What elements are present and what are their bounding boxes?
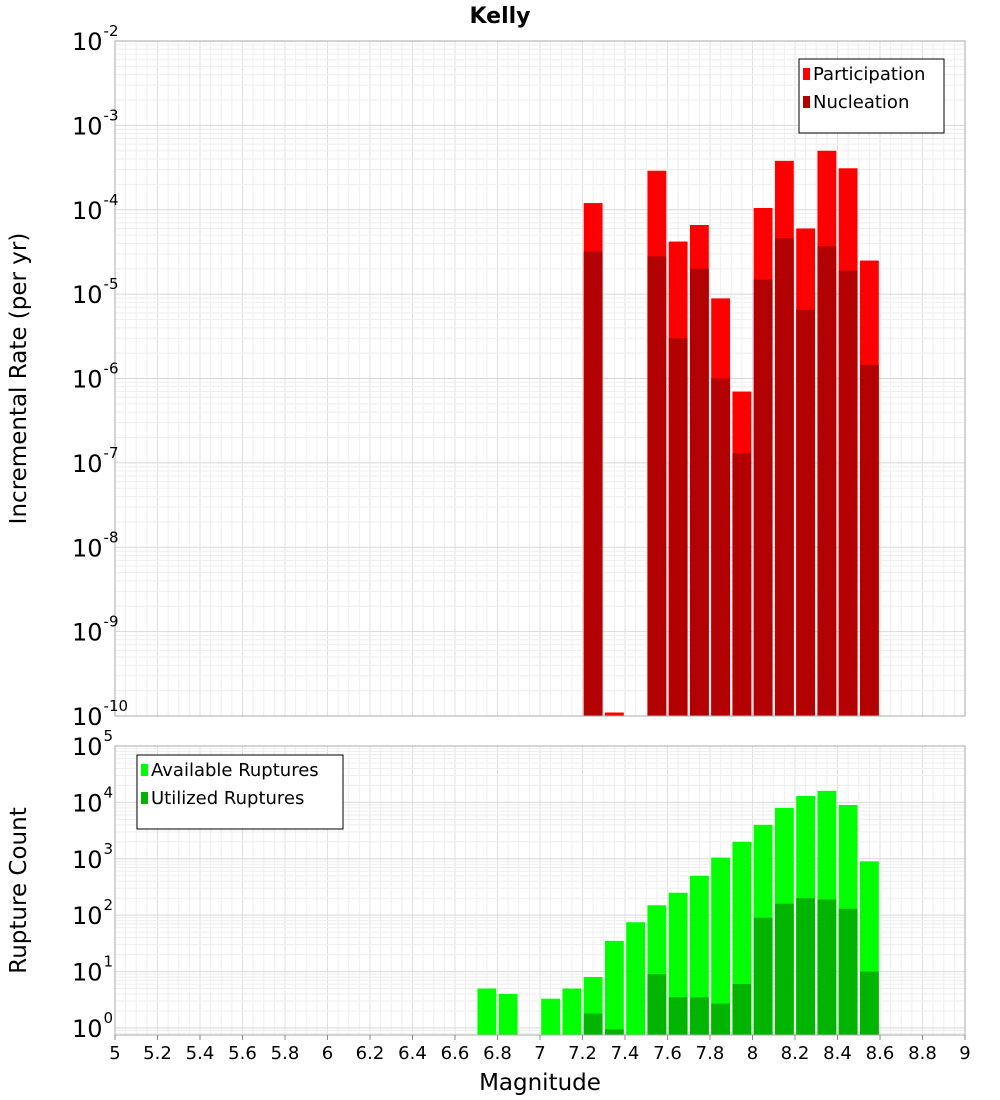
y-tick-label: 10-10 <box>72 697 128 731</box>
bottom-legend-box <box>136 754 344 830</box>
chart-title: Kelly <box>469 4 530 29</box>
top-gridlines <box>114 40 966 717</box>
x-tick-label: 6.2 <box>356 1043 385 1064</box>
y-tick-label: 10-5 <box>72 275 119 309</box>
bottom-series-1 <box>583 898 879 1035</box>
x-tick-label: 8 <box>747 1043 758 1064</box>
legend-label-participation: Participation <box>813 64 925 85</box>
x-tick-label: 9 <box>959 1043 970 1064</box>
y-tick-label: 10-6 <box>72 360 119 394</box>
bar-nucleation <box>774 238 794 716</box>
bar-available-ruptures <box>498 994 518 1035</box>
y-tick-label: 101 <box>72 953 113 987</box>
bar-utilized-ruptures <box>817 899 837 1035</box>
top-series-1 <box>583 238 879 716</box>
x-tick-label: 5.8 <box>271 1043 300 1064</box>
top-legend: Participation Nucleation <box>798 58 945 134</box>
bar-nucleation <box>583 251 603 716</box>
x-tick-label: 5.4 <box>186 1043 215 1064</box>
legend-swatch-participation <box>803 68 810 80</box>
x-axis-label: Magnitude <box>479 1070 601 1096</box>
bar-available-ruptures <box>626 922 646 1035</box>
y-tick-label: 102 <box>72 896 113 930</box>
bar-utilized-ruptures <box>838 908 858 1035</box>
y-tick-label: 10-9 <box>72 613 119 647</box>
bar-available-ruptures <box>477 988 497 1035</box>
x-tick-label: 6.8 <box>483 1043 512 1064</box>
x-tick-label: 8.2 <box>781 1043 810 1064</box>
y-tick-label: 104 <box>72 783 113 817</box>
top-panel-rate: 10-10 10-9 10-8 10-7 10-6 10-5 10-4 10-3 10-2 Inc… <box>6 22 966 731</box>
y-tick-label: 10-4 <box>72 191 119 225</box>
bar-available-ruptures <box>711 857 731 1035</box>
bottom-bars <box>477 790 879 1035</box>
x-tick-label: 6.6 <box>441 1043 470 1064</box>
x-tick-label: 6 <box>322 1043 333 1064</box>
bar-utilized-ruptures <box>689 997 709 1035</box>
x-tick-label: 5.6 <box>228 1043 257 1064</box>
bar-available-ruptures <box>689 875 709 1035</box>
bar-utilized-ruptures <box>859 971 879 1035</box>
x-tick-label: 5 <box>109 1043 120 1064</box>
bar-utilized-ruptures <box>796 898 816 1035</box>
x-tick-label: 5.2 <box>143 1043 172 1064</box>
bottom-panel-rupture-count: 100 101 102 103 104 105 Rupture Count Available… <box>6 727 971 1096</box>
bottom-y-tick-labels: 100 101 102 103 104 105 <box>72 727 113 1043</box>
top-plot-frame <box>114 40 966 717</box>
x-tick-label: 7.8 <box>696 1043 725 1064</box>
legend-label-utilized-ruptures: Utilized Ruptures <box>151 788 304 809</box>
bar-nucleation <box>817 246 837 716</box>
bar-available-ruptures <box>562 988 582 1035</box>
bar-utilized-ruptures <box>711 1003 731 1035</box>
bar-nucleation <box>647 256 667 716</box>
bar-utilized-ruptures <box>668 997 688 1035</box>
y-tick-label: 10-7 <box>72 444 119 478</box>
bar-nucleation <box>859 364 879 716</box>
legend-label-available-ruptures: Available Ruptures <box>151 760 319 781</box>
bar-nucleation <box>689 268 709 716</box>
legend-swatch-nucleation <box>803 96 810 108</box>
bottom-y-axis-label: Rupture Count <box>6 807 32 973</box>
bar-utilized-ruptures <box>774 903 794 1035</box>
bar-utilized-ruptures <box>583 1013 603 1035</box>
top-y-axis-label: Incremental Rate (per yr) <box>6 233 32 525</box>
bar-nucleation <box>711 378 731 716</box>
bar-utilized-ruptures <box>604 1029 624 1035</box>
bar-available-ruptures <box>541 998 561 1035</box>
legend-swatch-available-ruptures <box>141 764 148 776</box>
bottom-legend: Available Ruptures Utilized Ruptures <box>136 754 344 830</box>
top-legend-box <box>798 58 945 134</box>
bar-available-ruptures <box>604 940 624 1035</box>
x-tick-label: 8.6 <box>866 1043 895 1064</box>
bar-nucleation <box>732 453 752 716</box>
y-tick-label: 10-8 <box>72 528 119 562</box>
x-tick-label: 7 <box>534 1043 545 1064</box>
bar-nucleation <box>668 338 688 716</box>
bar-utilized-ruptures <box>753 917 773 1035</box>
bar-utilized-ruptures <box>647 974 667 1035</box>
legend-swatch-utilized-ruptures <box>141 792 148 804</box>
top-y-tick-labels: 10-10 10-9 10-8 10-7 10-6 10-5 10-4 10-3 10-2 <box>72 22 128 731</box>
legend-label-nucleation: Nucleation <box>813 92 909 113</box>
y-tick-label: 105 <box>72 727 113 761</box>
x-tick-labels: 5 5.2 5.4 5.6 5.8 6 6.2 6.4 6.6 6.8 7 7.2 7.4 7.6 7.8 8… <box>109 1035 971 1064</box>
x-tick-label: 7.6 <box>653 1043 682 1064</box>
top-bars <box>583 150 879 717</box>
x-tick-label: 8.4 <box>823 1043 852 1064</box>
bar-nucleation <box>753 279 773 716</box>
bar-nucleation <box>838 270 858 716</box>
x-tick-label: 7.4 <box>611 1043 640 1064</box>
bar-utilized-ruptures <box>732 984 752 1035</box>
y-tick-label: 103 <box>72 840 113 874</box>
y-tick-label: 10-3 <box>72 106 119 140</box>
x-tick-label: 8.8 <box>908 1043 937 1064</box>
bar-nucleation <box>796 309 816 716</box>
bar-participation <box>604 712 624 716</box>
y-tick-label: 100 <box>72 1009 113 1043</box>
y-tick-label: 10-2 <box>72 22 119 56</box>
x-tick-label: 6.4 <box>398 1043 427 1064</box>
x-tick-label: 7.2 <box>568 1043 597 1064</box>
